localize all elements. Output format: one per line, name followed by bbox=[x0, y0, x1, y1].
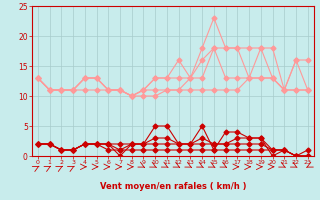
X-axis label: Vent moyen/en rafales ( km/h ): Vent moyen/en rafales ( km/h ) bbox=[100, 182, 246, 191]
